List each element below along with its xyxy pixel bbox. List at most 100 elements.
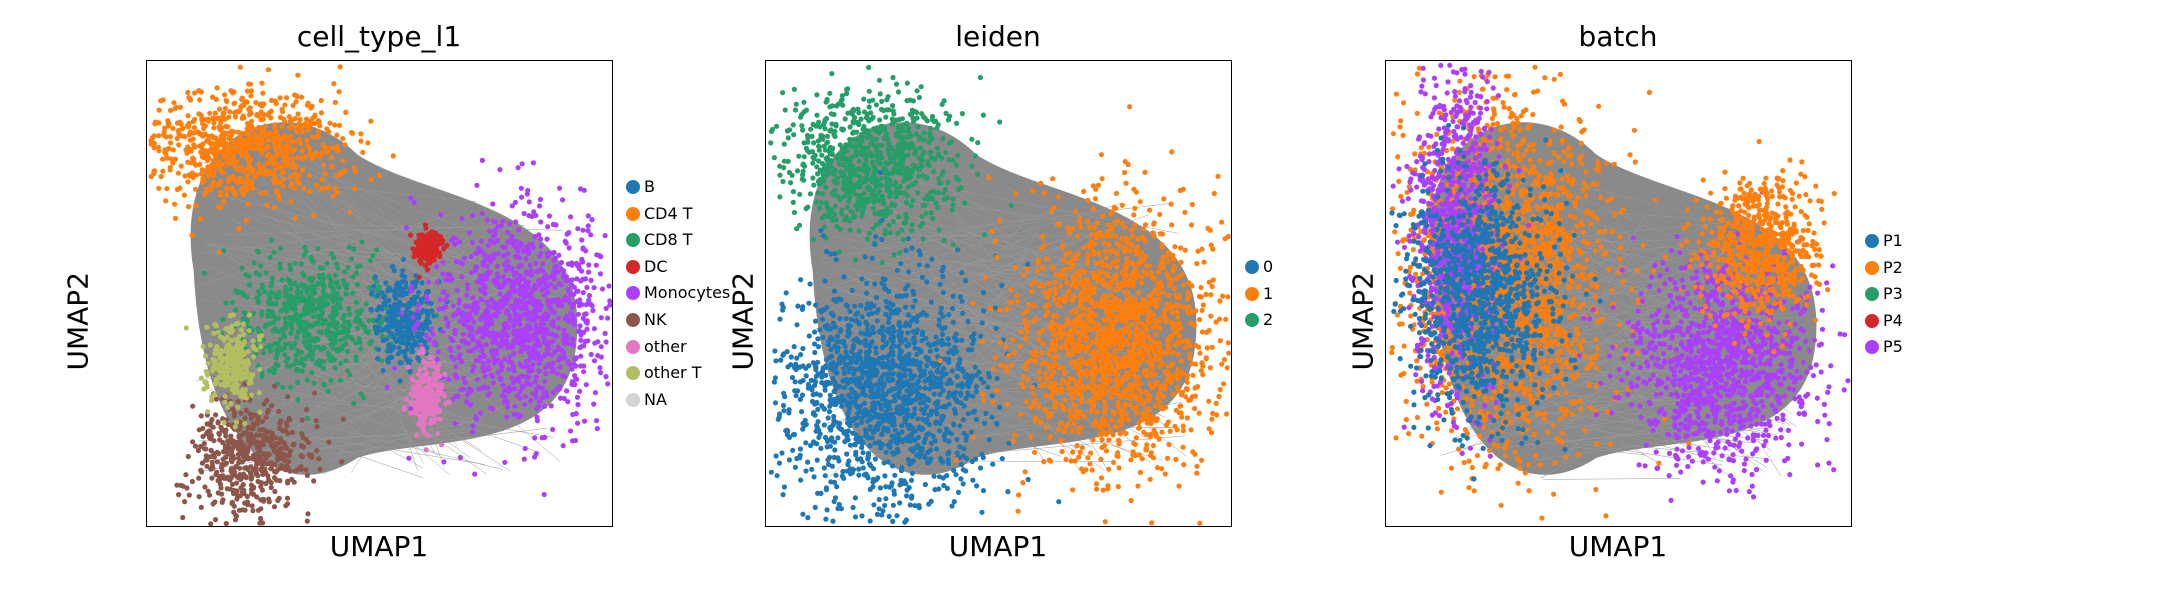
point [201,386,207,392]
point [223,520,229,526]
point [513,238,519,245]
point [156,185,162,191]
point [272,488,278,495]
point [541,312,547,318]
point [163,198,169,204]
point [512,288,518,294]
point [504,278,510,284]
point [314,134,320,140]
point [417,338,423,344]
point [555,325,561,331]
point [272,383,278,389]
point [493,305,499,312]
point [810,160,816,166]
point [377,313,383,319]
point [588,351,594,358]
point [346,244,352,250]
point [264,397,270,403]
point [822,119,828,125]
point [242,387,248,393]
point [408,288,414,294]
point [768,140,774,146]
point [430,232,436,238]
point [810,175,816,181]
point [264,153,270,159]
point [250,508,256,514]
point [151,168,157,174]
cluster-monocytes [384,157,612,498]
point [164,155,170,161]
point [537,267,543,273]
point [371,317,377,324]
point [434,356,440,362]
point [484,327,490,333]
point [422,239,428,245]
point [236,350,242,356]
point [536,403,542,409]
point [244,155,250,161]
point [460,375,467,381]
point [537,196,544,202]
point [330,345,336,351]
point [599,286,606,292]
point [594,426,600,432]
point [520,385,526,391]
point [271,249,277,255]
point [953,120,960,126]
point [298,464,304,470]
point [516,318,522,325]
point [810,236,817,242]
point [498,359,504,365]
point [865,129,871,135]
point [564,313,570,320]
point [223,185,229,191]
point [429,241,435,247]
legend-marker [626,339,640,354]
point [334,261,340,267]
point [210,135,216,141]
point [408,399,414,406]
point [592,390,598,396]
point [908,141,914,147]
point [492,218,498,225]
point [581,418,588,424]
point [434,375,440,381]
point [322,382,328,388]
point [189,478,195,485]
point [244,176,250,183]
point [570,411,576,418]
point [285,501,291,507]
point [265,67,271,73]
graph-edge [223,379,446,442]
graph-edge [223,225,525,236]
point [247,105,253,111]
point [253,441,259,447]
point [808,126,814,132]
point [354,282,361,288]
point [394,280,401,286]
point [343,109,349,115]
point [235,399,241,405]
point [253,99,259,106]
point [785,158,791,164]
point [477,276,483,283]
point [969,163,975,169]
point [835,175,841,181]
point [467,230,473,236]
legend-marker [626,366,640,381]
point [220,110,226,116]
point [953,162,960,168]
point [495,250,501,257]
point [260,427,266,433]
point [498,299,504,305]
point [204,457,210,463]
point [846,218,852,224]
point [214,459,220,465]
point [255,478,261,485]
point [207,110,213,116]
point [839,93,845,99]
point [489,330,495,336]
point [287,277,293,283]
point [260,284,266,290]
point [372,324,378,330]
